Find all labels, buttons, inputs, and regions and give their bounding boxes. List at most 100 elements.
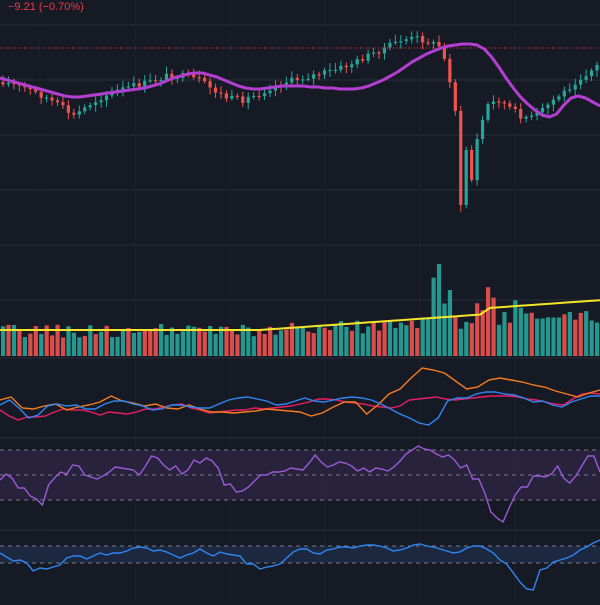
price-candle: [164, 73, 169, 80]
volume-bar: [22, 337, 27, 356]
price-candle: [404, 39, 408, 42]
volume-bar: [595, 322, 600, 356]
volume-bar: [175, 333, 180, 356]
volume-bar: [104, 325, 109, 356]
volume-bar: [109, 337, 115, 356]
volume-bar: [213, 333, 218, 356]
price-candle: [50, 97, 54, 101]
oscillator-red-line: [0, 392, 600, 421]
price-candle: [301, 79, 305, 81]
price-candle: [39, 91, 43, 98]
price-candle: [77, 111, 81, 115]
price-candle: [55, 100, 60, 103]
price-candle: [366, 53, 370, 61]
price-candle: [219, 92, 223, 94]
price-candle: [148, 80, 152, 82]
price-candle: [94, 102, 98, 106]
price-candle: [12, 82, 16, 85]
price-candle: [573, 84, 577, 90]
price-candle: [524, 116, 528, 119]
volume-bar: [393, 327, 398, 356]
oscillator-blue-line: [0, 391, 600, 426]
volume-bar: [578, 312, 583, 356]
volume-bar: [382, 320, 387, 356]
price-candle: [44, 97, 49, 99]
price-candle: [322, 70, 327, 75]
volume-bar: [545, 317, 551, 356]
price-candle: [34, 89, 38, 92]
volume-bar: [44, 325, 49, 356]
price-candle: [442, 46, 447, 59]
volume-bar: [426, 318, 431, 356]
volume-bar: [496, 324, 502, 356]
price-candle: [235, 95, 239, 98]
volume-bar: [186, 325, 191, 356]
volume-bar: [464, 321, 469, 356]
price-candle: [6, 82, 11, 85]
volume-bar: [50, 335, 55, 356]
volume-bar: [420, 317, 425, 356]
price-candle: [339, 65, 343, 70]
price-candle: [203, 77, 207, 82]
volume-bar: [268, 326, 273, 356]
price-candle: [246, 96, 250, 103]
price-candle: [399, 41, 403, 43]
volume-bar: [469, 323, 474, 356]
volume-bar: [88, 325, 93, 356]
price-candle: [213, 87, 218, 93]
volume-bar: [197, 327, 202, 356]
price-candle: [508, 103, 512, 107]
price-candle: [170, 73, 174, 79]
volume-bar: [235, 334, 240, 356]
price-candle: [453, 82, 457, 111]
price-candle: [306, 78, 310, 80]
price-candle: [284, 82, 288, 87]
volume-bar: [71, 332, 77, 356]
price-candle: [513, 106, 517, 110]
volume-bar: [39, 333, 44, 356]
volume-bar: [502, 312, 507, 356]
price-candle: [153, 80, 158, 82]
price-candle: [382, 47, 387, 54]
volume-bar: [327, 329, 333, 356]
price-candle: [99, 100, 103, 103]
price-candle: [459, 110, 463, 205]
price-candle: [486, 104, 490, 120]
volume-bar: [142, 329, 147, 356]
price-candle: [132, 83, 136, 87]
volume-bar: [513, 300, 518, 356]
volume-bar: [273, 334, 278, 356]
volume-bar: [436, 264, 442, 356]
volume-bar: [93, 334, 98, 356]
volume-bar: [240, 324, 245, 356]
price-candle: [197, 77, 201, 79]
price-candle: [208, 81, 212, 88]
volume-bar: [17, 330, 22, 356]
volume-bar: [208, 326, 213, 356]
volume-bar: [442, 303, 447, 356]
volume-bar: [229, 330, 235, 356]
volume-bar: [224, 326, 229, 356]
price-candle: [312, 74, 316, 79]
volume-bar: [573, 319, 578, 356]
volume-bar: [366, 326, 371, 356]
price-candle: [579, 79, 583, 85]
price-candle: [328, 69, 332, 72]
price-candle: [1, 82, 5, 85]
price-candle: [355, 59, 359, 65]
volume-bar: [524, 313, 529, 356]
price-candle: [562, 90, 566, 97]
price-candle: [502, 102, 506, 104]
cci-line: [0, 539, 600, 591]
volume-bar: [191, 326, 196, 356]
price-candle: [595, 64, 599, 71]
volume-bar: [349, 330, 354, 356]
volume-bar: [284, 329, 289, 356]
volume-bar: [480, 310, 485, 356]
volume-bar: [377, 330, 382, 356]
volume-bar: [355, 320, 360, 356]
price-candle: [589, 70, 594, 77]
volume-bar: [148, 329, 153, 356]
